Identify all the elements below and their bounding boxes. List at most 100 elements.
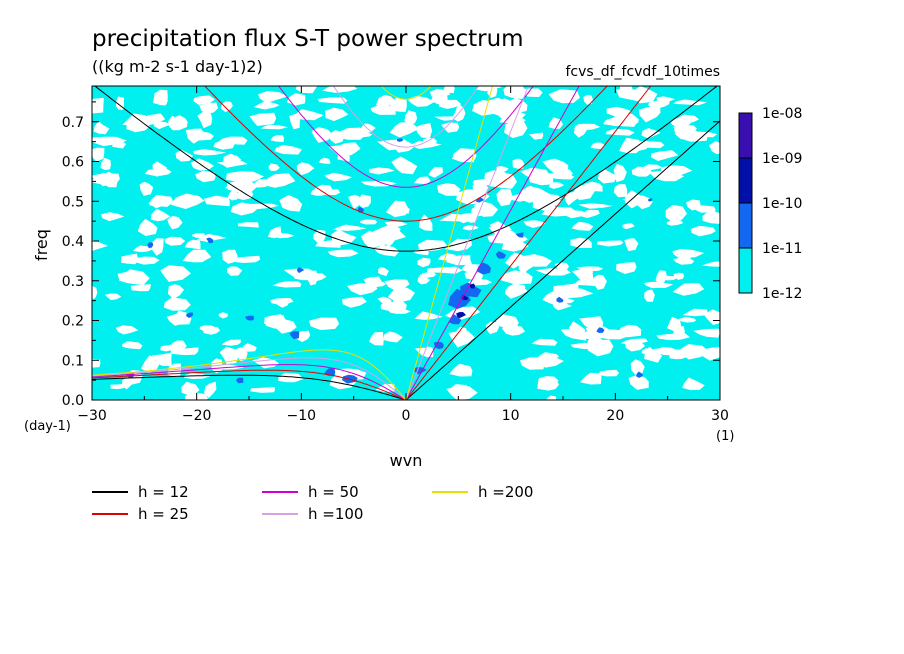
y-tick-label: 0.2 bbox=[62, 314, 84, 330]
x-tick-label: 0 bbox=[402, 408, 411, 424]
low-power-gap bbox=[327, 249, 359, 258]
low-power-gap bbox=[438, 99, 462, 109]
low-power-gap bbox=[437, 253, 459, 261]
low-power-gap bbox=[421, 272, 437, 278]
low-power-gap bbox=[487, 97, 519, 107]
inertia-gravity-curve bbox=[332, 86, 480, 148]
low-power-gap bbox=[193, 149, 227, 156]
low-power-gap bbox=[230, 202, 258, 216]
low-power-gap bbox=[325, 107, 349, 122]
inertia-gravity-curve bbox=[380, 86, 432, 100]
kelvin-curve bbox=[405, 86, 652, 400]
low-power-gap bbox=[673, 257, 695, 265]
y-tick-label: 0.6 bbox=[62, 155, 84, 171]
low-power-gap bbox=[197, 111, 213, 129]
low-power-gap bbox=[318, 157, 331, 164]
low-power-gap bbox=[702, 210, 720, 224]
low-power-gap bbox=[383, 236, 395, 248]
low-power-gap bbox=[151, 352, 172, 367]
low-power-gap bbox=[163, 297, 191, 311]
low-power-gap bbox=[101, 171, 118, 188]
low-power-gap bbox=[383, 331, 403, 343]
low-power-gap bbox=[225, 171, 264, 183]
low-power-gap bbox=[295, 330, 311, 343]
low-power-gap bbox=[679, 134, 708, 142]
low-power-gap bbox=[347, 283, 378, 296]
low-power-gap bbox=[603, 117, 639, 127]
colorbar-level-label: 1e-10 bbox=[762, 196, 802, 212]
low-power-gap bbox=[189, 130, 214, 141]
y-tick-label: 0.0 bbox=[62, 393, 84, 409]
low-power-gap bbox=[404, 110, 418, 125]
low-power-gap bbox=[310, 188, 323, 196]
inertia-gravity-curve bbox=[278, 86, 534, 188]
low-power-gap bbox=[523, 220, 546, 228]
low-power-gap bbox=[700, 346, 720, 361]
low-power-gap bbox=[669, 353, 688, 360]
low-power-gap bbox=[578, 209, 600, 218]
high-power-spot bbox=[456, 312, 466, 319]
low-power-gap bbox=[311, 127, 333, 143]
low-power-gap bbox=[384, 221, 408, 228]
low-power-gap bbox=[373, 245, 400, 257]
low-power-gap bbox=[477, 107, 494, 113]
mid-power-spot bbox=[206, 237, 214, 244]
low-power-gap bbox=[249, 112, 277, 126]
low-power-gap bbox=[439, 213, 470, 222]
y-tick-label: 0.7 bbox=[62, 115, 84, 131]
low-power-gap bbox=[678, 316, 697, 323]
low-power-gap bbox=[496, 188, 513, 207]
colorbar: 1e-08 1e-09 1e-10 1e-11 1e-12 bbox=[738, 106, 802, 302]
low-power-gap bbox=[630, 359, 645, 375]
low-power-gap bbox=[503, 86, 529, 100]
low-power-gap bbox=[546, 395, 557, 400]
low-power-gap bbox=[660, 165, 693, 179]
low-power-gap bbox=[643, 281, 674, 289]
low-power-gap bbox=[673, 272, 685, 280]
colorbar-level-label: 1e-09 bbox=[762, 151, 802, 167]
y-axis: 0.0 0.1 0.2 0.3 0.4 0.5 0.6 0.7 bbox=[62, 101, 720, 409]
plot-area bbox=[91, 85, 721, 401]
low-power-gap bbox=[628, 374, 649, 390]
y-tick-label: 0.4 bbox=[62, 234, 84, 250]
low-power-gap bbox=[216, 161, 248, 168]
chart-title: precipitation flux S-T power spectrum bbox=[92, 26, 524, 52]
low-power-gap bbox=[673, 99, 707, 106]
rossby-curve bbox=[92, 349, 407, 400]
low-power-gap bbox=[418, 214, 433, 231]
low-power-gap bbox=[682, 377, 705, 391]
x-tick-label: 10 bbox=[502, 408, 520, 424]
low-power-gap bbox=[270, 135, 285, 142]
low-power-gap bbox=[369, 332, 384, 346]
low-power-gap bbox=[274, 145, 302, 155]
legend-label: h =100 bbox=[308, 505, 363, 523]
low-power-gap bbox=[296, 162, 315, 176]
low-power-gap bbox=[448, 330, 475, 348]
low-power-gap bbox=[121, 253, 138, 265]
low-power-gap bbox=[92, 147, 105, 162]
x-unit-label: (1) bbox=[716, 429, 734, 444]
low-power-gap bbox=[167, 215, 183, 230]
mid-power-spot bbox=[648, 198, 653, 202]
low-power-gap bbox=[324, 172, 353, 182]
colorbar-segment bbox=[738, 157, 753, 204]
low-power-gap bbox=[139, 181, 154, 196]
mid-power-spot bbox=[245, 315, 255, 321]
low-power-gap bbox=[567, 331, 598, 338]
low-power-gap bbox=[644, 289, 655, 302]
low-power-gap bbox=[529, 132, 544, 140]
inertia-gravity-curve bbox=[204, 86, 608, 222]
low-power-gap bbox=[332, 224, 367, 231]
low-power-gap bbox=[218, 312, 228, 319]
low-power-gap bbox=[213, 140, 235, 150]
low-power-gap bbox=[391, 156, 418, 175]
low-power-gap bbox=[144, 168, 172, 177]
rossby-curve bbox=[92, 364, 407, 400]
low-power-gap bbox=[650, 150, 679, 161]
low-power-gap bbox=[501, 241, 529, 252]
low-power-gap bbox=[622, 223, 635, 230]
low-power-gap bbox=[260, 124, 289, 130]
low-power-gap bbox=[233, 190, 254, 200]
x-tick-label: 30 bbox=[711, 408, 729, 424]
colorbar-segment bbox=[738, 112, 753, 159]
